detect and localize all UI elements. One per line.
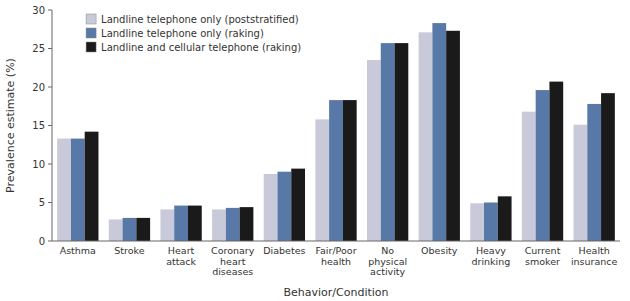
bar — [432, 23, 446, 241]
x-tick-label: Currentsmoker — [525, 245, 561, 267]
x-tick-label-line: Fair/Poor — [315, 245, 356, 256]
x-tick-label-line: diseases — [212, 266, 253, 277]
bar — [85, 132, 99, 241]
x-tick-label-line: No — [381, 245, 394, 256]
bar — [367, 60, 381, 241]
x-tick-label-line: attack — [166, 256, 196, 267]
x-tick-label: Stroke — [114, 245, 144, 256]
bar — [574, 125, 588, 241]
x-tick-label: Heartattack — [166, 245, 196, 267]
bar — [419, 32, 433, 241]
x-axis: Asthma Stroke Heartattack Coronaryheartdise… — [52, 241, 620, 277]
y-tick-label: 30 — [32, 5, 45, 16]
bar — [329, 100, 343, 241]
bar — [188, 206, 202, 241]
legend-swatch — [86, 14, 96, 24]
legend-swatch — [86, 42, 96, 52]
x-tick-label: Fair/Poorhealth — [315, 245, 356, 267]
x-tick-label-line: health — [321, 256, 351, 267]
legend-label: Landline and cellular telephone (raking) — [101, 42, 301, 53]
bar — [57, 139, 71, 241]
x-tick-label: Asthma — [60, 245, 96, 256]
y-tick — [48, 125, 52, 126]
x-tick-label: Heavydrinking — [472, 245, 511, 267]
series — [71, 23, 601, 241]
bar — [226, 208, 240, 241]
y-tick-label: 5 — [39, 197, 45, 208]
bar — [264, 174, 278, 241]
y-tick — [48, 87, 52, 88]
x-tick-label-line: Heavy — [476, 245, 506, 256]
bar — [446, 31, 460, 241]
chart: 0 5 10 15 20 25 30 Asthma Stroke Heartattack Coron… — [0, 0, 630, 301]
legend-label: Landline telephone only (poststratified) — [101, 14, 299, 25]
x-tick-label: Diabetes — [263, 245, 305, 256]
x-tick-label-line: Asthma — [60, 245, 96, 256]
x-tick-label-line: smoker — [525, 256, 560, 267]
y-tick-label: 15 — [32, 120, 45, 131]
bar — [601, 93, 615, 241]
x-tick-label-line: Heart — [168, 245, 195, 256]
x-tick-label-line: Stroke — [114, 245, 144, 256]
x-tick-label-line: Obesity — [421, 245, 458, 256]
y-axis-line — [52, 10, 53, 241]
bar — [343, 100, 357, 241]
y-tick — [48, 241, 52, 242]
x-tick-label-line: drinking — [472, 256, 511, 267]
x-tick-label-line: activity — [370, 266, 405, 277]
bar — [381, 43, 395, 241]
bar — [291, 169, 305, 241]
y-tick-label: 20 — [32, 82, 45, 93]
chart-container: 0 5 10 15 20 25 30 Asthma Stroke Heartattack Coron… — [0, 0, 630, 301]
legend-label: Landline telephone only (raking) — [101, 28, 264, 39]
y-axis-title: Prevalence estimate (%) — [4, 58, 17, 193]
legend-swatch — [86, 28, 96, 38]
y-tick — [48, 10, 52, 11]
legend: Landline telephone only (poststratified)… — [86, 14, 301, 53]
x-tick-label-line: Health — [579, 245, 610, 256]
x-tick-label-line: Current — [525, 245, 561, 256]
bar — [160, 209, 174, 241]
x-tick-label: Healthinsurance — [571, 245, 618, 267]
y-tick — [48, 202, 52, 203]
x-axis-line — [52, 241, 620, 242]
x-tick-label-line: insurance — [571, 256, 618, 267]
series — [57, 32, 587, 241]
bar — [136, 218, 150, 241]
x-tick-label-line: heart — [220, 256, 246, 267]
series — [85, 31, 615, 241]
x-tick-label-line: Diabetes — [263, 245, 305, 256]
bar — [109, 219, 123, 241]
bar — [395, 43, 409, 241]
y-axis: 0 5 10 15 20 25 30 — [32, 5, 52, 247]
bar — [470, 203, 484, 241]
y-tick — [48, 48, 52, 49]
bar — [522, 112, 536, 241]
x-tick-label-line: Coronary — [211, 245, 255, 256]
bars — [57, 23, 615, 241]
x-tick-label: Coronaryheartdiseases — [211, 245, 255, 277]
bar — [123, 218, 137, 241]
x-tick-label: Nophysicalactivity — [368, 245, 407, 277]
y-tick-label: 0 — [39, 236, 45, 247]
bar — [174, 206, 188, 241]
bar — [498, 196, 512, 241]
bar — [240, 207, 254, 241]
bar — [536, 90, 550, 241]
bar — [484, 203, 498, 242]
bar — [549, 82, 563, 241]
bar — [315, 119, 329, 241]
x-tick-label: Obesity — [421, 245, 458, 256]
bar — [277, 172, 291, 241]
y-tick — [48, 164, 52, 165]
bar — [71, 139, 85, 241]
x-tick-label-line: physical — [368, 256, 407, 267]
y-tick-label: 10 — [32, 159, 45, 170]
y-tick-label: 25 — [32, 43, 45, 54]
bar — [587, 104, 601, 241]
bar — [212, 209, 226, 241]
x-axis-title: Behavior/Condition — [283, 286, 388, 299]
